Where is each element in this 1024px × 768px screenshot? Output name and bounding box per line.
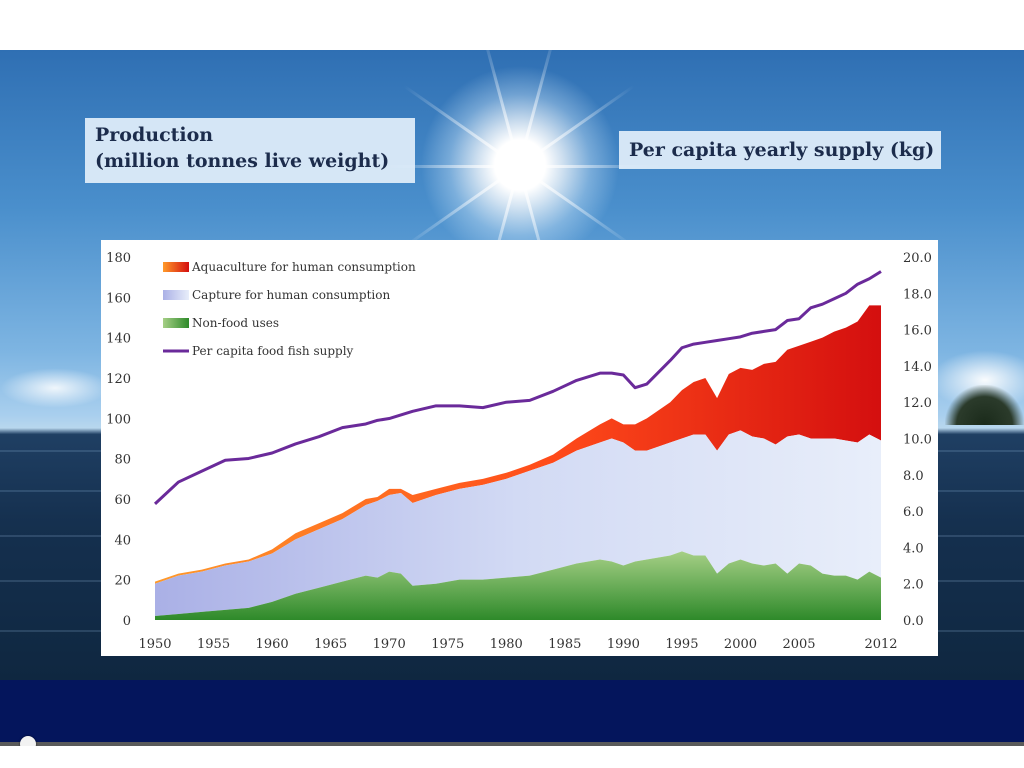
right-axis-tick: 20.0: [903, 251, 932, 266]
right-axis-tick: 18.0: [903, 287, 932, 302]
left-axis-tick: 20: [114, 574, 131, 589]
left-axis-tick: 60: [114, 493, 131, 508]
nonfood-area: [155, 551, 881, 620]
capture-area: [155, 430, 881, 616]
left-axis-tick: 180: [106, 251, 131, 266]
bottom-white-band: [0, 746, 1024, 768]
legend-label: Capture for human consumption: [192, 288, 390, 302]
x-axis-tick: 1965: [314, 637, 347, 652]
left-axis-tick: 100: [106, 412, 131, 427]
right-axis-tick: 0.0: [903, 614, 924, 629]
x-axis-tick: 2000: [724, 637, 757, 652]
x-axis-tick: 1975: [431, 637, 464, 652]
right-axis-tick: 4.0: [903, 541, 924, 556]
production-axis-label: Production (million tonnes live weight): [85, 118, 415, 183]
x-axis-tick: 1955: [197, 637, 230, 652]
legend-swatch-nonfood: [163, 318, 189, 328]
video-progress-track[interactable]: [0, 742, 1024, 746]
right-axis-tick: 10.0: [903, 433, 932, 448]
right-axis-tick: 8.0: [903, 469, 924, 484]
x-axis-tick: 1970: [373, 637, 406, 652]
production-label-line2: (million tonnes live weight): [95, 150, 390, 172]
legend-label: Per capita food fish supply: [192, 344, 354, 358]
production-chart: 0 20 40 60 80 100 120 140 160 180 0.0 2.0 4.0 6.0 8.0…: [106, 251, 932, 652]
legend-swatch-capture: [163, 290, 189, 300]
right-axis-tick: 12.0: [903, 396, 932, 411]
right-axis-tick: 14.0: [903, 360, 932, 375]
left-axis-tick: 40: [114, 533, 131, 548]
left-axis-tick: 160: [106, 291, 131, 306]
video-controls-bar: [0, 680, 1024, 742]
per-capita-axis-label: Per capita yearly supply (kg): [619, 131, 941, 169]
chart-panel: 0 20 40 60 80 100 120 140 160 180 0.0 2.0 4.0 6.0 8.0…: [101, 240, 938, 656]
per-capita-line: [153, 270, 882, 505]
right-axis-tick: 2.0: [903, 578, 924, 593]
x-axis-tick: 1960: [256, 637, 289, 652]
x-axis-tick: 1985: [548, 637, 581, 652]
left-axis-tick: 0: [123, 614, 131, 629]
x-axis-tick: 1950: [138, 637, 171, 652]
legend-label: Non-food uses: [192, 316, 279, 330]
cloud: [0, 368, 110, 408]
production-label-line1: Production: [95, 124, 214, 146]
left-axis-tick: 120: [106, 372, 131, 387]
legend-swatch-aquaculture: [163, 262, 189, 272]
x-axis-tick: 2012: [864, 637, 897, 652]
x-axis-tick: 1995: [665, 637, 698, 652]
x-axis-tick: 1980: [490, 637, 523, 652]
x-axis-tick: 1990: [607, 637, 640, 652]
right-axis-tick: 6.0: [903, 505, 924, 520]
x-axis-tick: 2005: [782, 637, 815, 652]
left-axis-tick: 80: [114, 453, 131, 468]
left-axis-tick: 140: [106, 332, 131, 347]
legend-label: Aquaculture for human consumption: [191, 260, 416, 274]
island: [945, 385, 1024, 425]
right-axis-tick: 16.0: [903, 324, 932, 339]
top-white-band: [0, 0, 1024, 50]
